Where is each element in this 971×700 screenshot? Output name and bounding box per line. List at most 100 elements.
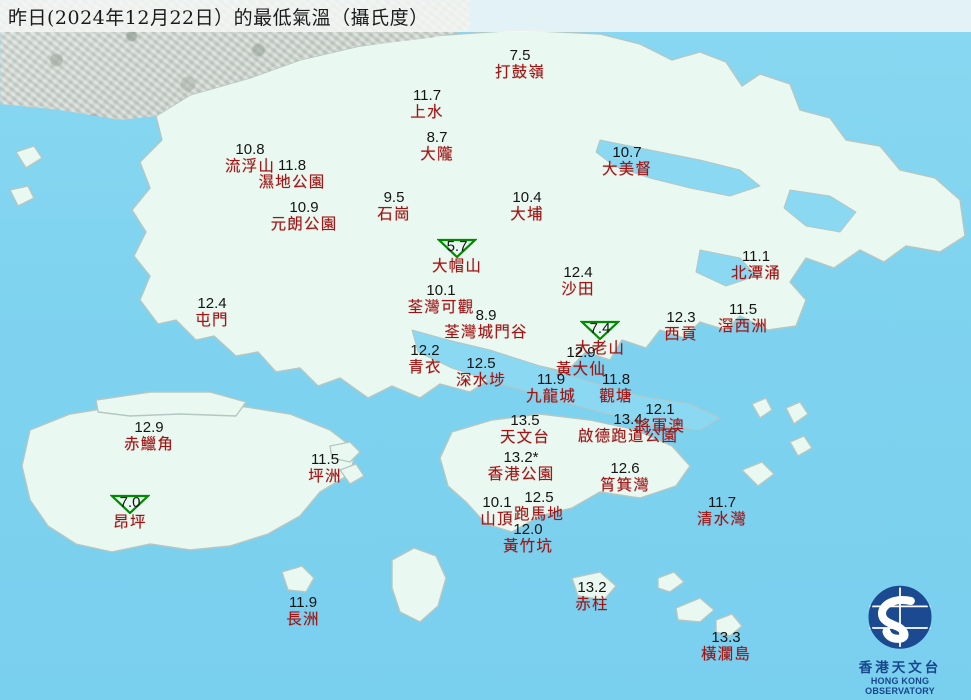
station-value: 10.9 <box>289 199 319 216</box>
station-name: 大隴 <box>420 144 454 163</box>
station-name: 屯門 <box>195 310 229 329</box>
station-label: 荃灣城門谷 8.9 <box>426 308 546 340</box>
station-name: 深水埗 <box>455 370 507 389</box>
station-value: 10.4 <box>512 189 542 206</box>
station-label: 將軍澳 12.1 <box>600 402 720 434</box>
station-value: 13.3 <box>711 629 741 646</box>
station-label: 啟德跑道公園 13.4 <box>568 412 688 444</box>
station-name: 香港公園 <box>487 464 555 483</box>
hko-name-cn: 香港天文台 <box>858 660 942 676</box>
station-label: 濕地公園 11.8 <box>232 158 352 190</box>
station-name: 大老山 <box>574 339 626 357</box>
station-name: 將軍澳 <box>634 416 686 435</box>
station-name: 清水灣 <box>696 509 748 528</box>
station-value: 7.5 <box>509 47 531 64</box>
station-label: 赤柱 13.2 <box>532 580 652 612</box>
title-bar: 昨日(2024年12月22日）的最低氣溫（攝氏度） <box>0 0 971 32</box>
station-label: 黃竹坑 12.0 <box>468 522 588 554</box>
station-value: 10.8 <box>235 141 265 158</box>
station-label: 坪洲 11.5 <box>265 452 385 484</box>
station-value: 13.4 <box>613 411 643 428</box>
station-name: 青衣 <box>408 357 442 376</box>
station-value: 11.1 <box>741 248 771 265</box>
page-title: 昨日(2024年12月22日）的最低氣溫（攝氏度） <box>8 6 429 29</box>
station-label: 沙田 12.4 <box>518 265 638 297</box>
station-label: 石崗 9.5 <box>334 190 454 222</box>
station-label: 大隴 8.7 <box>377 130 497 162</box>
station-name: 橫瀾島 <box>700 644 752 663</box>
station-label: 九龍城 11.9 <box>491 372 611 404</box>
station-name: 流浮山 <box>224 156 276 175</box>
station-value: 13.2* <box>503 449 539 466</box>
station-name: 黃竹坑 <box>502 536 554 555</box>
station-value: 10.1 <box>426 282 456 299</box>
station-name: 天文台 <box>499 427 551 446</box>
station-name: 啟德跑道公園 <box>577 426 679 445</box>
station-name: 跑馬地 <box>513 504 565 523</box>
station-name: 坪洲 <box>308 466 342 485</box>
station-name: 觀塘 <box>599 386 633 405</box>
station-name: 荃灣可觀 <box>407 297 475 316</box>
station-label: 赤鱲角 12.9 <box>89 420 209 452</box>
station-name: 筲箕灣 <box>599 475 651 494</box>
station-value: 12.9 <box>566 344 596 361</box>
station-value: 11.8 <box>601 371 631 388</box>
station-value: 12.5 <box>524 489 554 506</box>
station-label: 流浮山 10.8 <box>190 142 310 174</box>
station-label: 橫瀾島 13.3 <box>666 630 786 662</box>
station-label: 北潭涌 11.1 <box>696 249 816 281</box>
hko-logo: 香港天文台 HONG KONG OBSERVATORY <box>837 583 963 696</box>
station-label: 清水灣 11.7 <box>662 495 782 527</box>
station-label: 大美督 10.7 <box>567 145 687 177</box>
station-label: 大埔 10.4 <box>467 190 587 222</box>
station-value: 12.0 <box>513 521 543 538</box>
station-label: 深水埗 12.5 <box>421 356 541 388</box>
station-value: 12.5 <box>466 355 496 372</box>
station-name: 濕地公園 <box>258 172 326 191</box>
station-name: 黃大仙 <box>555 359 607 378</box>
station-value: 11.5 <box>310 451 340 468</box>
station-value: 8.9 <box>475 307 497 324</box>
station-name: 西貢 <box>664 324 698 343</box>
station-value: 12.1 <box>645 401 675 418</box>
station-label: 元朗公園 10.9 <box>244 200 364 232</box>
station-value: 11.7 <box>412 87 442 104</box>
station-name: 上水 <box>410 102 444 121</box>
station-value: 11.9 <box>288 594 318 611</box>
station-label: 山頂 10.1 <box>437 495 557 527</box>
station-value: 8.7 <box>426 129 448 146</box>
station-name: 滘西洲 <box>717 316 769 335</box>
station-marker-triangle-icon: 7.4 <box>580 320 620 340</box>
station-label: 7.0 昂坪 <box>70 494 190 530</box>
station-name: 大帽山 <box>431 257 483 275</box>
station-name: 九龍城 <box>525 386 577 405</box>
station-name: 赤鱲角 <box>123 434 175 453</box>
station-value: 11.5 <box>728 301 758 318</box>
station-value: 11.9 <box>536 371 566 388</box>
station-name: 山頂 <box>480 509 514 528</box>
station-value: 12.6 <box>610 460 640 477</box>
station-value: 10.7 <box>612 144 642 161</box>
station-value: 13.5 <box>510 412 540 429</box>
station-label: 黃大仙 12.9 <box>521 345 641 377</box>
station-label: 荃灣可觀 10.1 <box>381 283 501 315</box>
station-name: 石崗 <box>377 204 411 223</box>
station-label: 滘西洲 11.5 <box>683 302 803 334</box>
station-name: 大美督 <box>601 159 653 178</box>
station-label: 筲箕灣 12.6 <box>565 461 685 493</box>
station-label: 5.7 大帽山 <box>397 238 517 274</box>
station-name: 沙田 <box>561 279 595 298</box>
station-value: 12.3 <box>666 309 696 326</box>
station-value: 7.4 <box>589 320 611 337</box>
station-label: 上水 11.7 <box>367 88 487 120</box>
station-name: 大埔 <box>510 204 544 223</box>
station-name: 昂坪 <box>113 513 147 531</box>
hko-swirl-icon <box>868 585 932 649</box>
station-marker-triangle-icon: 5.7 <box>437 238 477 258</box>
station-label: 天文台 13.5 <box>465 413 585 445</box>
station-value: 13.2 <box>577 579 607 596</box>
station-label: 長洲 11.9 <box>243 595 363 627</box>
station-label: 7.4 大老山 <box>540 320 660 356</box>
station-name: 荃灣城門谷 <box>444 322 528 341</box>
station-value: 10.1 <box>482 494 512 511</box>
